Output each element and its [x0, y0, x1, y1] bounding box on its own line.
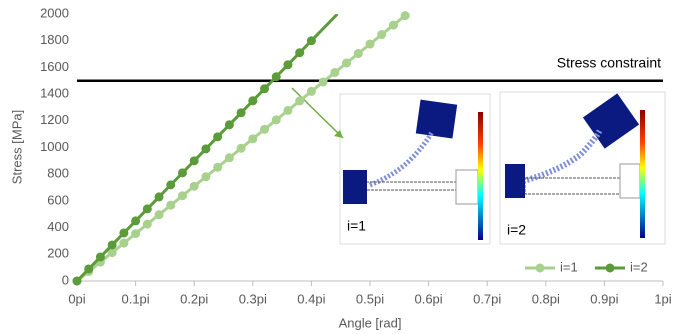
- point: [119, 228, 128, 237]
- point: [307, 36, 316, 45]
- legend-label: i=2: [630, 259, 648, 274]
- x-tick-label: 0.2pi: [180, 291, 208, 306]
- inset-label: i=2: [507, 222, 526, 238]
- legend-marker: [606, 264, 615, 273]
- point: [143, 220, 152, 229]
- legend-marker: [536, 264, 545, 273]
- y-tick-label: 2000: [40, 5, 69, 20]
- point: [155, 210, 164, 219]
- point: [108, 240, 117, 249]
- point: [272, 72, 281, 81]
- point: [354, 49, 363, 58]
- point: [237, 108, 246, 117]
- point: [73, 277, 82, 286]
- point: [330, 68, 339, 77]
- point: [131, 216, 140, 225]
- x-tick-label: 0.6pi: [414, 291, 442, 306]
- point: [166, 201, 175, 210]
- point: [295, 48, 304, 57]
- x-tick-label: 0.1pi: [121, 291, 149, 306]
- y-tick-label: 1000: [40, 139, 69, 154]
- y-tick-label: 1800: [40, 32, 69, 47]
- y-tick-label: 600: [47, 192, 69, 207]
- point: [307, 87, 316, 96]
- y-tick-label: 1200: [40, 112, 69, 127]
- point: [283, 106, 292, 115]
- point: [119, 239, 128, 248]
- point: [342, 58, 351, 67]
- x-tick-label: 0pi: [68, 291, 85, 306]
- point: [319, 77, 328, 86]
- point: [295, 96, 304, 105]
- point: [201, 172, 210, 181]
- legend-label: i=1: [560, 259, 578, 274]
- point: [225, 153, 234, 162]
- y-tick-label: 800: [47, 166, 69, 181]
- point: [190, 182, 199, 191]
- point: [401, 11, 410, 20]
- point: [166, 180, 175, 189]
- x-axis-title: Angle [rad]: [339, 315, 402, 330]
- point: [143, 204, 152, 213]
- point: [213, 132, 222, 141]
- point: [201, 144, 210, 153]
- chart: Stress [MPa] Angle [rad] 0 200 400 600 800 10…: [0, 0, 693, 334]
- x-tick-label: 1pi: [654, 291, 671, 306]
- point: [283, 60, 292, 69]
- y-tick-label: 400: [47, 219, 69, 234]
- point: [178, 168, 187, 177]
- point: [272, 115, 281, 124]
- x-tick-label: 0.5pi: [356, 291, 384, 306]
- point: [260, 125, 269, 134]
- constraint-label: Stress constraint: [557, 54, 661, 70]
- point: [225, 120, 234, 129]
- point: [96, 252, 105, 261]
- y-tick-label: 1400: [40, 86, 69, 101]
- y-axis-title: Stress [MPa]: [9, 110, 24, 184]
- point: [260, 84, 269, 93]
- y-tick-label: 0: [62, 272, 69, 287]
- point: [178, 191, 187, 200]
- x-tick-label: 0.3pi: [239, 291, 267, 306]
- y-tick-label: 1600: [40, 59, 69, 74]
- point: [155, 192, 164, 201]
- point: [190, 156, 199, 165]
- x-tick-label: 0.4pi: [297, 291, 325, 306]
- inset-label: i=1: [347, 218, 366, 234]
- point: [248, 134, 257, 143]
- point: [389, 21, 398, 30]
- point: [366, 40, 375, 49]
- point: [84, 264, 93, 273]
- point: [213, 163, 222, 172]
- x-tick-label: 0.9pi: [590, 291, 618, 306]
- y-tick-label: 200: [47, 246, 69, 261]
- point: [131, 229, 140, 238]
- point: [248, 96, 257, 105]
- arrow: [292, 88, 343, 138]
- x-tick-label: 0.8pi: [532, 291, 560, 306]
- point: [237, 144, 246, 153]
- x-tick-label: 0.7pi: [473, 291, 501, 306]
- point: [377, 30, 386, 39]
